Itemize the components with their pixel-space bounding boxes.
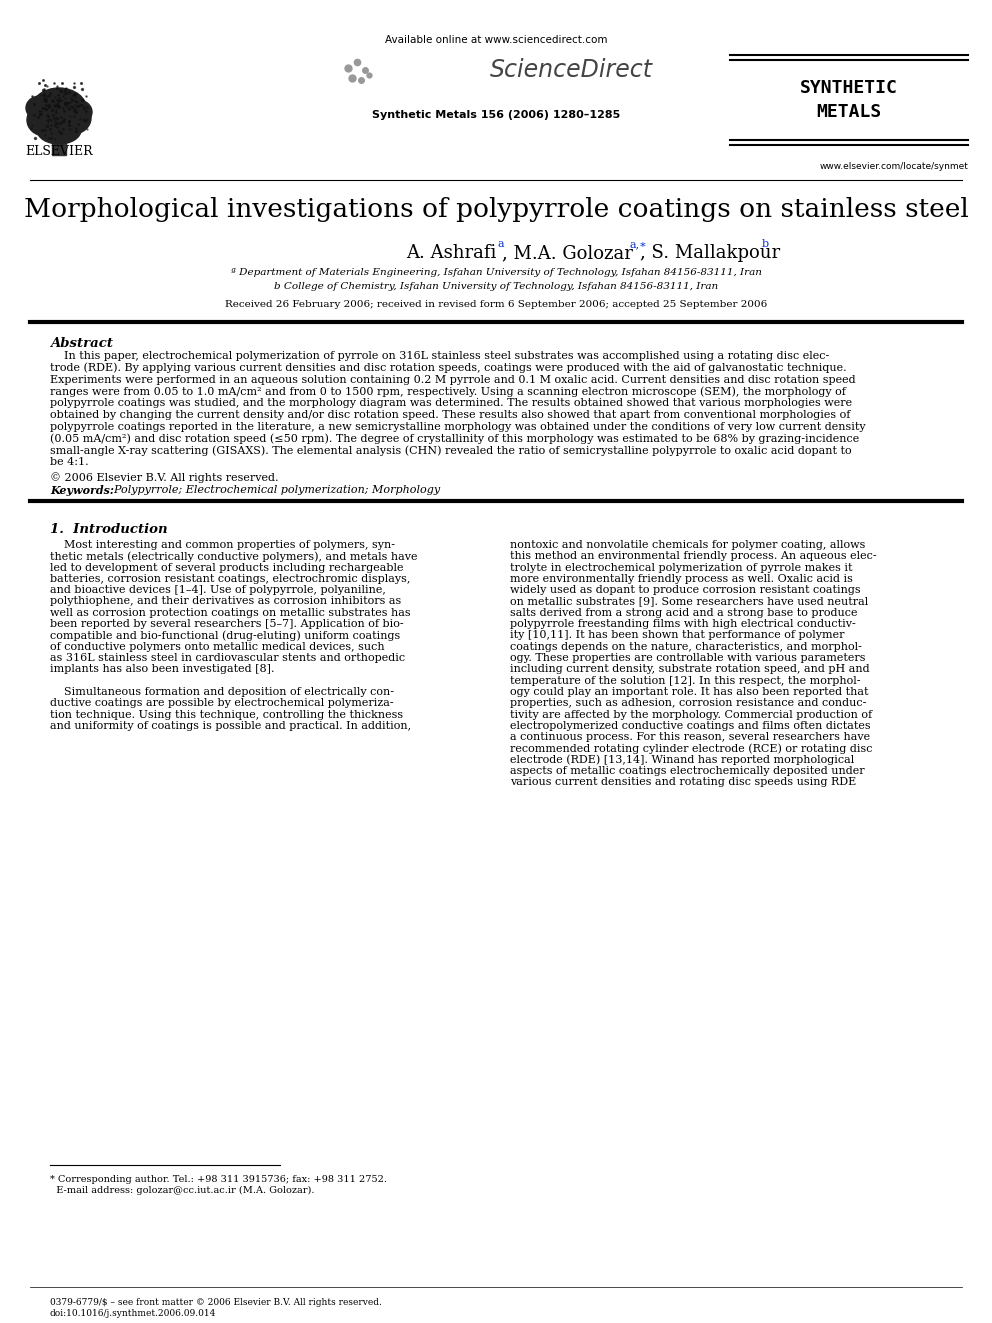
Text: A. Ashrafi: A. Ashrafi: [406, 243, 496, 262]
Text: batteries, corrosion resistant coatings, electrochromic displays,: batteries, corrosion resistant coatings,…: [50, 574, 411, 583]
Text: Most interesting and common properties of polymers, syn-: Most interesting and common properties o…: [50, 540, 395, 550]
Text: ductive coatings are possible by electrochemical polymeriza-: ductive coatings are possible by electro…: [50, 699, 394, 708]
Text: Morphological investigations of polypyrrole coatings on stainless steel: Morphological investigations of polypyrr…: [24, 197, 968, 222]
Text: Synthetic Metals 156 (2006) 1280–1285: Synthetic Metals 156 (2006) 1280–1285: [372, 110, 620, 120]
Text: on metallic substrates [9]. Some researchers have used neutral: on metallic substrates [9]. Some researc…: [510, 597, 868, 606]
Text: trode (RDE). By applying various current densities and disc rotation speeds, coa: trode (RDE). By applying various current…: [50, 363, 846, 373]
Text: electropolymerized conductive coatings and films often dictates: electropolymerized conductive coatings a…: [510, 721, 871, 730]
Text: , S. Mallakpour: , S. Mallakpour: [640, 243, 780, 262]
Text: including current density, substrate rotation speed, and pH and: including current density, substrate rot…: [510, 664, 870, 675]
Ellipse shape: [31, 89, 87, 132]
Text: a: a: [497, 239, 504, 249]
Text: small-angle X-ray scattering (GISAXS). The elemental analysis (CHN) revealed the: small-angle X-ray scattering (GISAXS). T…: [50, 446, 851, 456]
Text: compatible and bio-functional (drug-eluting) uniform coatings: compatible and bio-functional (drug-elut…: [50, 630, 400, 640]
Text: a,∗: a,∗: [630, 239, 648, 249]
Text: ogy. These properties are controllable with various parameters: ogy. These properties are controllable w…: [510, 654, 865, 663]
Text: www.elsevier.com/locate/synmet: www.elsevier.com/locate/synmet: [819, 161, 968, 171]
Text: as 316L stainless steel in cardiovascular stents and orthopedic: as 316L stainless steel in cardiovascula…: [50, 654, 405, 663]
Ellipse shape: [27, 105, 63, 136]
Text: temperature of the solution [12]. In this respect, the morphol-: temperature of the solution [12]. In thi…: [510, 676, 860, 685]
Text: polythiophene, and their derivatives as corrosion inhibitors as: polythiophene, and their derivatives as …: [50, 597, 401, 606]
Text: ScienceDirect: ScienceDirect: [490, 58, 653, 82]
Ellipse shape: [37, 116, 81, 144]
Text: doi:10.1016/j.synthmet.2006.09.014: doi:10.1016/j.synthmet.2006.09.014: [50, 1308, 216, 1318]
Text: led to development of several products including rechargeable: led to development of several products i…: [50, 562, 404, 573]
Text: , M.A. Golozar: , M.A. Golozar: [502, 243, 633, 262]
Text: polypyrrole freestanding films with high electrical conductiv-: polypyrrole freestanding films with high…: [510, 619, 856, 630]
Text: Abstract: Abstract: [50, 337, 113, 351]
Text: polypyrrole coatings reported in the literature, a new semicrystalline morpholog: polypyrrole coatings reported in the lit…: [50, 422, 866, 431]
Text: salts derived from a strong acid and a strong base to produce: salts derived from a strong acid and a s…: [510, 607, 857, 618]
Text: * Corresponding author. Tel.: +98 311 3915736; fax: +98 311 2752.: * Corresponding author. Tel.: +98 311 39…: [50, 1175, 387, 1184]
Text: and uniformity of coatings is possible and practical. In addition,: and uniformity of coatings is possible a…: [50, 721, 411, 730]
Text: ª Department of Materials Engineering, Isfahan University of Technology, Isfahan: ª Department of Materials Engineering, I…: [230, 269, 762, 277]
Text: In this paper, electrochemical polymerization of pyrrole on 316L stainless steel: In this paper, electrochemical polymeriz…: [50, 351, 829, 361]
FancyBboxPatch shape: [22, 40, 142, 157]
Text: a continuous process. For this reason, several researchers have: a continuous process. For this reason, s…: [510, 732, 870, 742]
Ellipse shape: [64, 101, 92, 124]
Text: Available online at www.sciencedirect.com: Available online at www.sciencedirect.co…: [385, 34, 607, 45]
Text: more environmentally friendly process as well. Oxalic acid is: more environmentally friendly process as…: [510, 574, 853, 583]
Text: coatings depends on the nature, characteristics, and morphol-: coatings depends on the nature, characte…: [510, 642, 862, 652]
Text: obtained by changing the current density and/or disc rotation speed. These resul: obtained by changing the current density…: [50, 410, 850, 419]
Ellipse shape: [55, 102, 91, 134]
Text: 0379-6779/$ – see front matter © 2006 Elsevier B.V. All rights reserved.: 0379-6779/$ – see front matter © 2006 El…: [50, 1298, 382, 1307]
Text: nontoxic and nonvolatile chemicals for polymer coating, allows: nontoxic and nonvolatile chemicals for p…: [510, 540, 865, 550]
Text: and bioactive devices [1–4]. Use of polypyrrole, polyaniline,: and bioactive devices [1–4]. Use of poly…: [50, 585, 386, 595]
Text: Keywords:: Keywords:: [50, 486, 114, 496]
Text: Received 26 February 2006; received in revised form 6 September 2006; accepted 2: Received 26 February 2006; received in r…: [225, 300, 767, 310]
Text: well as corrosion protection coatings on metallic substrates has: well as corrosion protection coatings on…: [50, 607, 411, 618]
Text: trolyte in electrochemical polymerization of pyrrole makes it: trolyte in electrochemical polymerizatio…: [510, 562, 852, 573]
Text: b: b: [762, 239, 769, 249]
Text: this method an environmental friendly process. An aqueous elec-: this method an environmental friendly pr…: [510, 552, 877, 561]
Text: polypyrrole coatings was studied, and the morphology diagram was determined. The: polypyrrole coatings was studied, and th…: [50, 398, 852, 409]
Text: properties, such as adhesion, corrosion resistance and conduc-: properties, such as adhesion, corrosion …: [510, 699, 866, 708]
Text: ity [10,11]. It has been shown that performance of polymer: ity [10,11]. It has been shown that perf…: [510, 630, 844, 640]
Text: implants has also been investigated [8].: implants has also been investigated [8].: [50, 664, 275, 675]
Text: ogy could play an important role. It has also been reported that: ogy could play an important role. It has…: [510, 687, 869, 697]
Text: widely used as dopant to produce corrosion resistant coatings: widely used as dopant to produce corrosi…: [510, 585, 861, 595]
Text: (0.05 mA/cm²) and disc rotation speed (≤50 rpm). The degree of crystallinity of : (0.05 mA/cm²) and disc rotation speed (≤…: [50, 434, 859, 445]
Text: Polypyrrole; Electrochemical polymerization; Morphology: Polypyrrole; Electrochemical polymerizat…: [107, 486, 440, 495]
Text: electrode (RDE) [13,14]. Winand has reported morphological: electrode (RDE) [13,14]. Winand has repo…: [510, 754, 854, 765]
Text: E-mail address: golozar@cc.iut.ac.ir (M.A. Golozar).: E-mail address: golozar@cc.iut.ac.ir (M.…: [50, 1185, 314, 1195]
Text: been reported by several researchers [5–7]. Application of bio-: been reported by several researchers [5–…: [50, 619, 404, 630]
Text: aspects of metallic coatings electrochemically deposited under: aspects of metallic coatings electrochem…: [510, 766, 865, 777]
Text: 1.  Introduction: 1. Introduction: [50, 523, 168, 536]
Text: ELSEVIER: ELSEVIER: [25, 146, 93, 157]
Text: © 2006 Elsevier B.V. All rights reserved.: © 2006 Elsevier B.V. All rights reserved…: [50, 472, 279, 483]
Text: be 4:1.: be 4:1.: [50, 458, 88, 467]
Text: recommended rotating cylinder electrode (RCE) or rotating disc: recommended rotating cylinder electrode …: [510, 744, 873, 754]
Text: SYNTHETIC
METALS: SYNTHETIC METALS: [801, 79, 898, 120]
Text: various current densities and rotating disc speeds using RDE: various current densities and rotating d…: [510, 778, 856, 787]
Text: tion technique. Using this technique, controlling the thickness: tion technique. Using this technique, co…: [50, 709, 403, 720]
Text: b College of Chemistry, Isfahan University of Technology, Isfahan 84156-83111, I: b College of Chemistry, Isfahan Universi…: [274, 282, 718, 291]
Ellipse shape: [26, 97, 54, 120]
Text: tivity are affected by the morphology. Commercial production of: tivity are affected by the morphology. C…: [510, 709, 872, 720]
Text: thetic metals (electrically conductive polymers), and metals have: thetic metals (electrically conductive p…: [50, 552, 418, 562]
Text: Experiments were performed in an aqueous solution containing 0.2 M pyrrole and 0: Experiments were performed in an aqueous…: [50, 374, 856, 385]
Text: Simultaneous formation and deposition of electrically con-: Simultaneous formation and deposition of…: [50, 687, 394, 697]
Text: ranges were from 0.05 to 1.0 mA/cm² and from 0 to 1500 rpm, respectively. Using : ranges were from 0.05 to 1.0 mA/cm² and …: [50, 386, 846, 397]
Bar: [52, 138, 66, 155]
Text: of conductive polymers onto metallic medical devices, such: of conductive polymers onto metallic med…: [50, 642, 385, 652]
